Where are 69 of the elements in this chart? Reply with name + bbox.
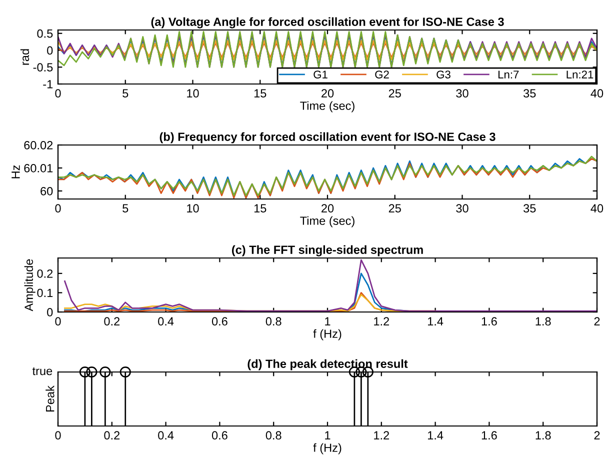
y-tick-label: 0	[47, 46, 53, 55]
x-tick-label: 0.4	[158, 317, 174, 326]
x-tick-label: 10	[187, 204, 199, 213]
x-tick-label: 0.8	[266, 317, 282, 326]
chart-title: (a) Voltage Angle for forced oscillation event for ISO-NE Case 3	[151, 17, 504, 28]
x-tick-label: 15	[254, 204, 266, 213]
x-tick-label: 1.4	[428, 317, 444, 326]
x-tick-label: 1.2	[374, 431, 390, 440]
x-tick-label: 20	[322, 89, 334, 98]
x-tick-label: 1	[325, 431, 330, 440]
y-axis-title: rad	[20, 49, 30, 65]
x-tick-label: 1.4	[428, 431, 444, 440]
text: true	[32, 367, 52, 376]
x-tick-label: 30	[456, 204, 468, 213]
y-tick-label: 0.2	[37, 269, 53, 278]
x-tick-label: 40	[590, 89, 604, 98]
y-tick-label: 0	[47, 308, 53, 316]
y-tick-label: 60.01	[24, 164, 53, 172]
x-tick-label: 10	[187, 89, 199, 98]
x-tick-label: 20	[322, 204, 334, 213]
x-tick-label: 25	[388, 89, 401, 98]
x-tick-label: 1	[325, 317, 330, 326]
y-tick-label: 0.5	[37, 29, 53, 38]
x-tick-label: 35	[524, 204, 536, 213]
x-tick-label: 5	[122, 89, 128, 98]
x-tick-label: 0.6	[212, 317, 228, 326]
x-axis-title: Time (sec)	[300, 216, 354, 228]
x-tick-label: 35	[524, 89, 536, 98]
x-tick-label: 1.8	[536, 317, 551, 326]
y-tick-label: -0.5	[33, 63, 53, 72]
y-tick-label: 0.1	[37, 288, 53, 298]
x-tick-label: 0	[55, 317, 61, 326]
x-tick-label: 0.2	[104, 317, 120, 326]
legend-label: Ln:7	[498, 70, 519, 78]
x-tick-label: 0.4	[158, 431, 174, 440]
legend-label: G1	[314, 70, 328, 78]
y-tick-label: 60	[40, 186, 53, 196]
x-tick-label: 25	[388, 204, 401, 213]
y-axis-title: Hz	[12, 165, 20, 178]
legend-label: G3	[436, 70, 450, 78]
y-axis-title: Amplitude	[24, 259, 36, 312]
x-tick-label: 0	[55, 204, 61, 213]
x-tick-label: 1.8	[536, 431, 551, 440]
x-tick-label: 40	[590, 204, 604, 213]
chart-title: (d) The peak detection result	[248, 359, 408, 370]
legend-label: Ln:21	[566, 70, 594, 78]
x-tick-label: 5	[122, 204, 128, 213]
x-axis-title: f (Hz)	[313, 329, 342, 340]
y-tick-label: -1	[43, 80, 53, 88]
y-tick-label: 60.02	[24, 141, 53, 150]
x-tick-label: 1.2	[374, 317, 390, 326]
x-tick-label: 0	[55, 89, 61, 98]
x-tick-label: 0.2	[104, 431, 120, 440]
x-tick-label: 2	[594, 431, 600, 440]
legend-label: G2	[375, 70, 389, 78]
y-axis-title: Peak	[46, 386, 54, 412]
x-axis-title: f (Hz)	[313, 443, 342, 454]
x-tick-label: 15	[254, 89, 266, 98]
chart-title: (c) The FFT single-sided spectrum	[232, 245, 423, 256]
x-tick-label: 0	[55, 431, 61, 440]
x-tick-label: 2	[594, 317, 600, 326]
chart-title: (b) Frequency for forced oscillation event for ISO-NE Case 3	[160, 132, 496, 144]
x-tick-label: 0.8	[266, 431, 282, 440]
x-tick-label: 30	[456, 89, 468, 98]
x-tick-label: 1.6	[482, 431, 497, 440]
x-tick-label: 1.6	[482, 317, 497, 326]
x-axis-title: Time (sec)	[300, 101, 354, 112]
line-series	[64, 259, 597, 312]
x-tick-label: 0.6	[212, 431, 228, 440]
